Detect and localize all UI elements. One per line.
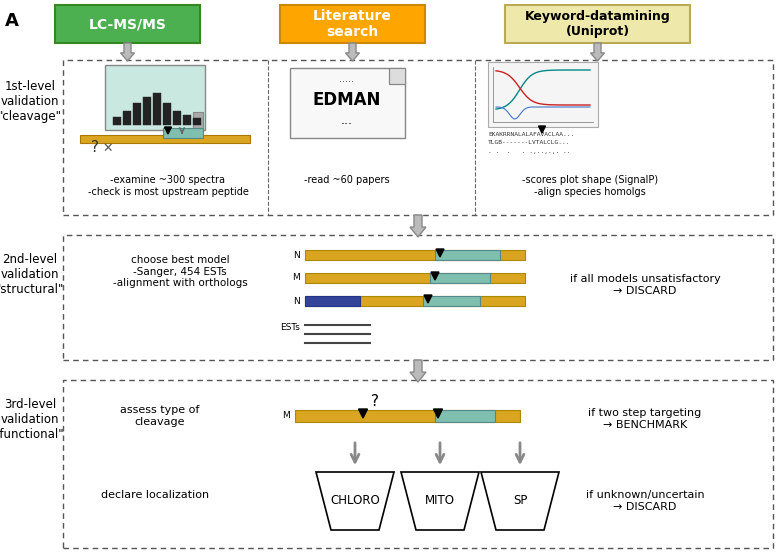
Text: declare localization: declare localization xyxy=(101,490,209,500)
Text: choose best model
-Sanger, 454 ESTs
-alignment with orthologs: choose best model -Sanger, 454 ESTs -ali… xyxy=(112,255,248,288)
Polygon shape xyxy=(590,43,604,61)
Text: TLGB-------LVTALCLG...: TLGB-------LVTALCLG... xyxy=(488,140,570,145)
Bar xyxy=(183,115,191,125)
Text: ✕: ✕ xyxy=(103,142,113,154)
Text: MITO: MITO xyxy=(425,495,455,507)
Bar xyxy=(105,65,205,130)
Polygon shape xyxy=(424,295,432,303)
Text: LC-MS/MS: LC-MS/MS xyxy=(88,17,166,31)
Bar xyxy=(153,93,161,125)
Polygon shape xyxy=(436,249,444,257)
Text: CHLORO: CHLORO xyxy=(330,495,380,507)
Text: 1st-level
validation
"cleavage": 1st-level validation "cleavage" xyxy=(0,80,62,123)
Text: Keyword-datamining
(Uniprot): Keyword-datamining (Uniprot) xyxy=(525,10,670,38)
Bar xyxy=(435,410,495,422)
Text: -read ~60 papers: -read ~60 papers xyxy=(304,175,390,185)
Text: Literature
search: Literature search xyxy=(313,9,392,39)
Bar xyxy=(143,97,151,125)
Bar xyxy=(305,250,525,260)
Text: ?: ? xyxy=(371,393,379,408)
Bar xyxy=(488,62,598,127)
Bar xyxy=(423,296,480,306)
Text: ...: ... xyxy=(341,114,353,127)
Text: EDMAN: EDMAN xyxy=(313,91,381,109)
Text: if all models unsatisfactory
→ DISCARD: if all models unsatisfactory → DISCARD xyxy=(569,274,720,296)
Polygon shape xyxy=(431,272,439,280)
Bar xyxy=(163,128,203,138)
Bar xyxy=(193,112,203,130)
Bar xyxy=(63,380,773,548)
Polygon shape xyxy=(433,409,443,418)
Text: if unknown/uncertain
→ DISCARD: if unknown/uncertain → DISCARD xyxy=(586,490,704,512)
Polygon shape xyxy=(539,126,545,133)
Text: if two step targeting
→ BENCHMARK: if two step targeting → BENCHMARK xyxy=(588,408,701,430)
Polygon shape xyxy=(120,43,134,61)
Bar xyxy=(305,273,525,283)
Bar xyxy=(280,5,425,43)
Text: 2nd-level
validation
"structural": 2nd-level validation "structural" xyxy=(0,253,64,296)
Polygon shape xyxy=(401,472,479,530)
Bar xyxy=(430,273,490,283)
Text: ?: ? xyxy=(91,140,99,155)
Text: . .  .   . .,..,.,. ..: . . . . .,..,.,. .. xyxy=(488,149,570,154)
Polygon shape xyxy=(165,127,172,134)
Bar xyxy=(63,235,773,360)
Bar xyxy=(63,60,773,215)
Bar xyxy=(123,111,131,125)
Bar xyxy=(113,117,121,125)
Bar xyxy=(505,5,690,43)
Polygon shape xyxy=(410,215,426,237)
Text: N: N xyxy=(293,250,300,260)
Bar xyxy=(173,111,181,125)
Polygon shape xyxy=(410,360,426,382)
Text: M: M xyxy=(292,274,300,282)
Text: A: A xyxy=(5,12,19,30)
Bar xyxy=(305,296,525,306)
Text: -scores plot shape (SignalP)
-align species homolgs: -scores plot shape (SignalP) -align spec… xyxy=(522,175,658,196)
Bar xyxy=(305,296,360,306)
Bar xyxy=(290,68,405,138)
Polygon shape xyxy=(481,472,559,530)
Text: N: N xyxy=(293,296,300,305)
Text: M: M xyxy=(282,411,290,421)
Bar xyxy=(133,103,141,125)
Text: assess type of
cleavage: assess type of cleavage xyxy=(120,405,200,427)
Text: SP: SP xyxy=(513,495,527,507)
Text: .....: ..... xyxy=(340,74,355,84)
Bar xyxy=(80,135,250,143)
Polygon shape xyxy=(358,409,368,418)
Polygon shape xyxy=(389,68,405,84)
Text: 3rd-level
validation
"functional": 3rd-level validation "functional" xyxy=(0,398,65,441)
Bar xyxy=(295,410,520,422)
Bar xyxy=(55,5,200,43)
Polygon shape xyxy=(316,472,394,530)
Text: ESTs: ESTs xyxy=(280,322,300,331)
Bar xyxy=(435,250,500,260)
Bar xyxy=(193,118,201,125)
Polygon shape xyxy=(345,43,359,61)
Bar xyxy=(163,103,171,125)
Text: -examine ~300 spectra
-check is most upstream peptide: -examine ~300 spectra -check is most ups… xyxy=(87,175,248,196)
Text: EKAKRRNALALAFAVACLAA...: EKAKRRNALALAFAVACLAA... xyxy=(488,133,574,138)
